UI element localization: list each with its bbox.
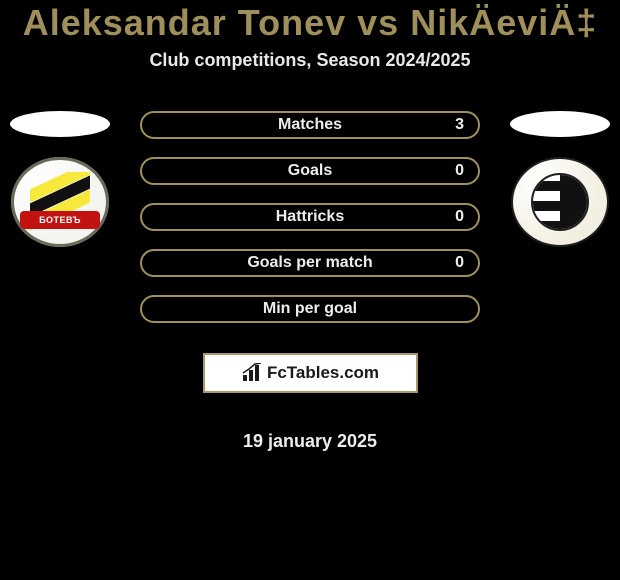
- stat-label: Matches: [278, 116, 342, 134]
- comparison-widget: Aleksandar Tonev vs NikÄeviÄ‡ Club compe…: [0, 0, 620, 452]
- stat-row-goals-per-match: Goals per match 0: [140, 249, 480, 277]
- stat-label: Goals per match: [247, 254, 372, 272]
- stats-column: Matches 3 Goals 0 Hattricks 0 Goals per …: [120, 111, 500, 452]
- right-flag-placeholder: [510, 111, 610, 137]
- botev-band: БОТЕВЪ: [20, 211, 100, 229]
- stat-label: Min per goal: [263, 300, 357, 318]
- stat-right-value: 0: [455, 162, 464, 180]
- right-player-column: [500, 111, 620, 247]
- stat-right-value: 0: [455, 208, 464, 226]
- stat-right-value: 0: [455, 254, 464, 272]
- stat-row-min-per-goal: Min per goal: [140, 295, 480, 323]
- stat-label: Goals: [288, 162, 332, 180]
- attribution-box[interactable]: FcTables.com: [203, 353, 418, 393]
- stat-right-value: 3: [455, 116, 464, 134]
- right-club-badge: [511, 157, 609, 247]
- main-row: БОТЕВЪ Matches 3 Goals 0 Hattricks 0: [0, 111, 620, 452]
- left-player-column: БОТЕВЪ: [0, 111, 120, 247]
- stat-row-hattricks: Hattricks 0: [140, 203, 480, 231]
- stat-row-goals: Goals 0: [140, 157, 480, 185]
- left-flag-placeholder: [10, 111, 110, 137]
- page-title: Aleksandar Tonev vs NikÄeviÄ‡: [23, 2, 598, 44]
- cukaricki-shield-icon: [531, 173, 589, 231]
- stat-row-matches: Matches 3: [140, 111, 480, 139]
- date-label: 19 january 2025: [243, 431, 377, 452]
- attribution-text: FcTables.com: [267, 363, 379, 383]
- bar-chart-icon: [241, 363, 263, 383]
- page-subtitle: Club competitions, Season 2024/2025: [149, 50, 470, 71]
- stat-label: Hattricks: [276, 208, 344, 226]
- left-club-badge: БОТЕВЪ: [11, 157, 109, 247]
